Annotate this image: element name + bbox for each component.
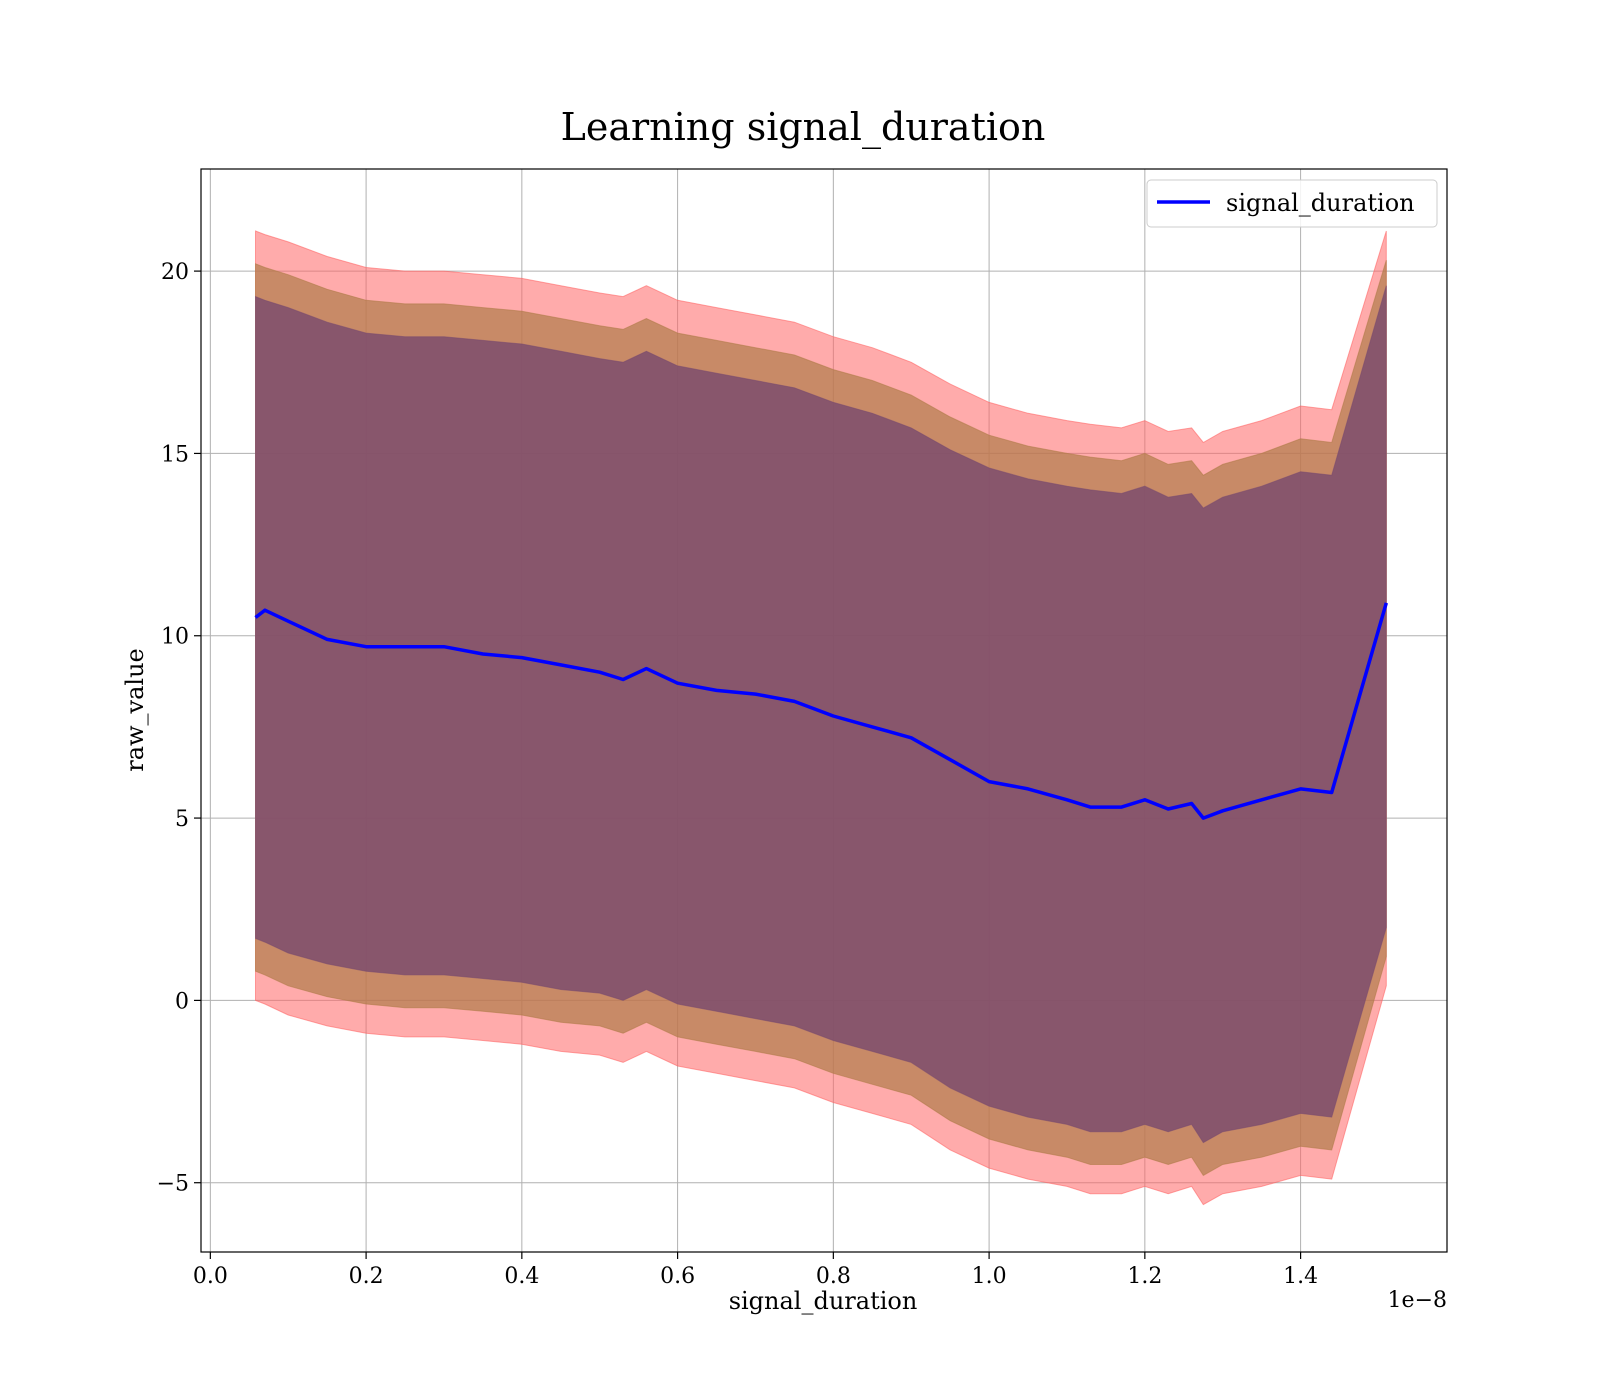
x-axis-label: signal_duration (729, 1287, 918, 1315)
legend-box (1146, 179, 1438, 228)
y-tick-label: −5 (157, 1172, 189, 1197)
y-tick-label: 5 (175, 807, 189, 832)
band-area-3 (255, 285, 1387, 1144)
x-tick-label: 0.0 (193, 1264, 228, 1289)
x-axis-ticks: 0.0 0.2 0.4 0.6 0.8 1.0 1.2 1.4 (193, 1252, 1318, 1289)
series-lines (254, 602, 1388, 820)
legend-label: signal_duration (1226, 189, 1415, 217)
legend: signal_duration (1146, 179, 1438, 228)
x-axis-offset-text: 1e−8 (1388, 1288, 1447, 1313)
y-axis-label: raw_value (121, 648, 149, 772)
x-tick-label: 0.6 (660, 1264, 695, 1289)
y-axis-ticks: −5 0 5 10 15 20 (157, 260, 201, 1197)
plot-frame (200, 168, 1448, 1253)
y-tick-label: 10 (161, 625, 189, 650)
x-tick-label: 1.2 (1127, 1264, 1162, 1289)
chart-title: Learning signal_duration (561, 105, 1046, 150)
x-tick-label: 1.4 (1283, 1264, 1318, 1289)
x-tick-label: 0.8 (816, 1264, 851, 1289)
y-tick-label: 15 (161, 442, 189, 467)
x-tick-label: 1.0 (972, 1264, 1007, 1289)
series-line-1 (254, 602, 1388, 820)
y-tick-label: 0 (175, 989, 189, 1014)
confidence-bands (255, 230, 1387, 1206)
x-tick-label: 0.2 (349, 1264, 384, 1289)
x-tick-label: 0.4 (504, 1264, 539, 1289)
y-tick-label: 20 (161, 260, 189, 285)
